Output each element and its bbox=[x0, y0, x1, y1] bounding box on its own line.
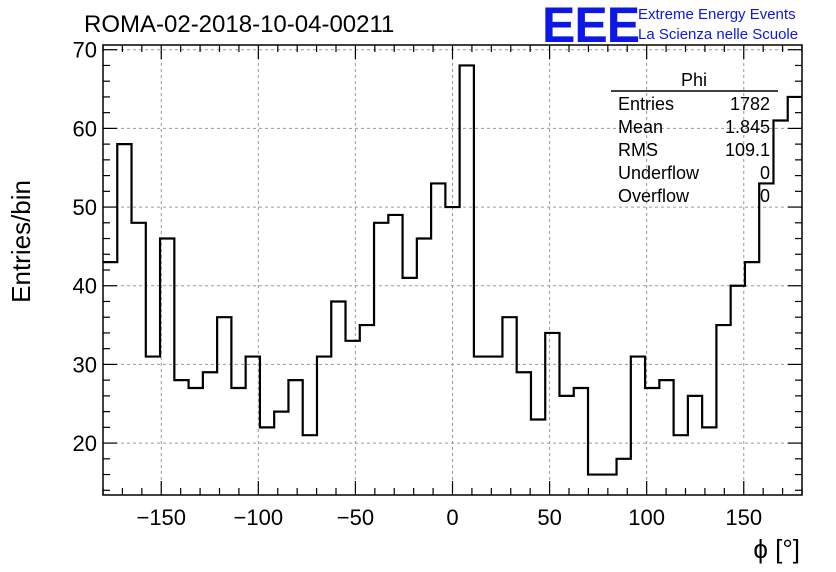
stats-label-mean: Mean bbox=[618, 117, 663, 137]
stats-label-overflow: Overflow bbox=[618, 186, 690, 206]
stats-label-rms: RMS bbox=[618, 140, 658, 160]
stats-value-underflow: 0 bbox=[760, 163, 770, 183]
x-axis-label: ϕ [°] bbox=[753, 534, 800, 564]
chart-title: ROMA-02-2018-10-04-00211 bbox=[84, 11, 394, 38]
stats-label-entries: Entries bbox=[618, 94, 674, 114]
logo-line-2: La Scienza nelle Scuole bbox=[638, 26, 798, 43]
x-tick-label: 100 bbox=[628, 505, 665, 530]
x-tick-label: 50 bbox=[537, 505, 561, 530]
y-axis-label: Entries/bin bbox=[6, 180, 36, 303]
stats-value-mean: 1.845 bbox=[725, 117, 770, 137]
y-tick-label: 50 bbox=[73, 195, 97, 220]
x-tick-labels: −150 −100 −50 0 50 100 150 bbox=[136, 505, 762, 530]
logo-mark: EEE bbox=[542, 0, 639, 53]
y-tick-label: 20 bbox=[73, 431, 97, 456]
x-tick-label: −150 bbox=[136, 505, 186, 530]
histogram-line bbox=[103, 64, 802, 476]
grid-lines bbox=[103, 45, 802, 495]
stats-value-rms: 109.1 bbox=[725, 140, 770, 160]
y-tick-label: 40 bbox=[73, 274, 97, 299]
stats-value-overflow: 0 bbox=[760, 186, 770, 206]
axis-ticks bbox=[102, 45, 803, 495]
y-tick-label: 70 bbox=[73, 38, 97, 63]
x-tick-label: 150 bbox=[725, 505, 762, 530]
x-tick-label: −50 bbox=[337, 505, 374, 530]
x-tick-label: −100 bbox=[234, 505, 284, 530]
logo-line-1: Extreme Energy Events bbox=[638, 6, 796, 23]
y-tick-label: 30 bbox=[73, 352, 97, 377]
stats-title: Phi bbox=[681, 70, 707, 90]
eee-logo: EEE Extreme Energy Events La Scienza nel… bbox=[542, 0, 798, 53]
y-tick-label: 60 bbox=[73, 116, 97, 141]
stats-label-underflow: Underflow bbox=[618, 163, 700, 183]
x-tick-label: 0 bbox=[446, 505, 458, 530]
stats-value-entries: 1782 bbox=[730, 94, 770, 114]
stats-box: Phi Entries 1782 Mean 1.845 RMS 109.1 Un… bbox=[611, 70, 778, 206]
y-tick-labels: 20 30 40 50 60 70 bbox=[73, 38, 97, 456]
